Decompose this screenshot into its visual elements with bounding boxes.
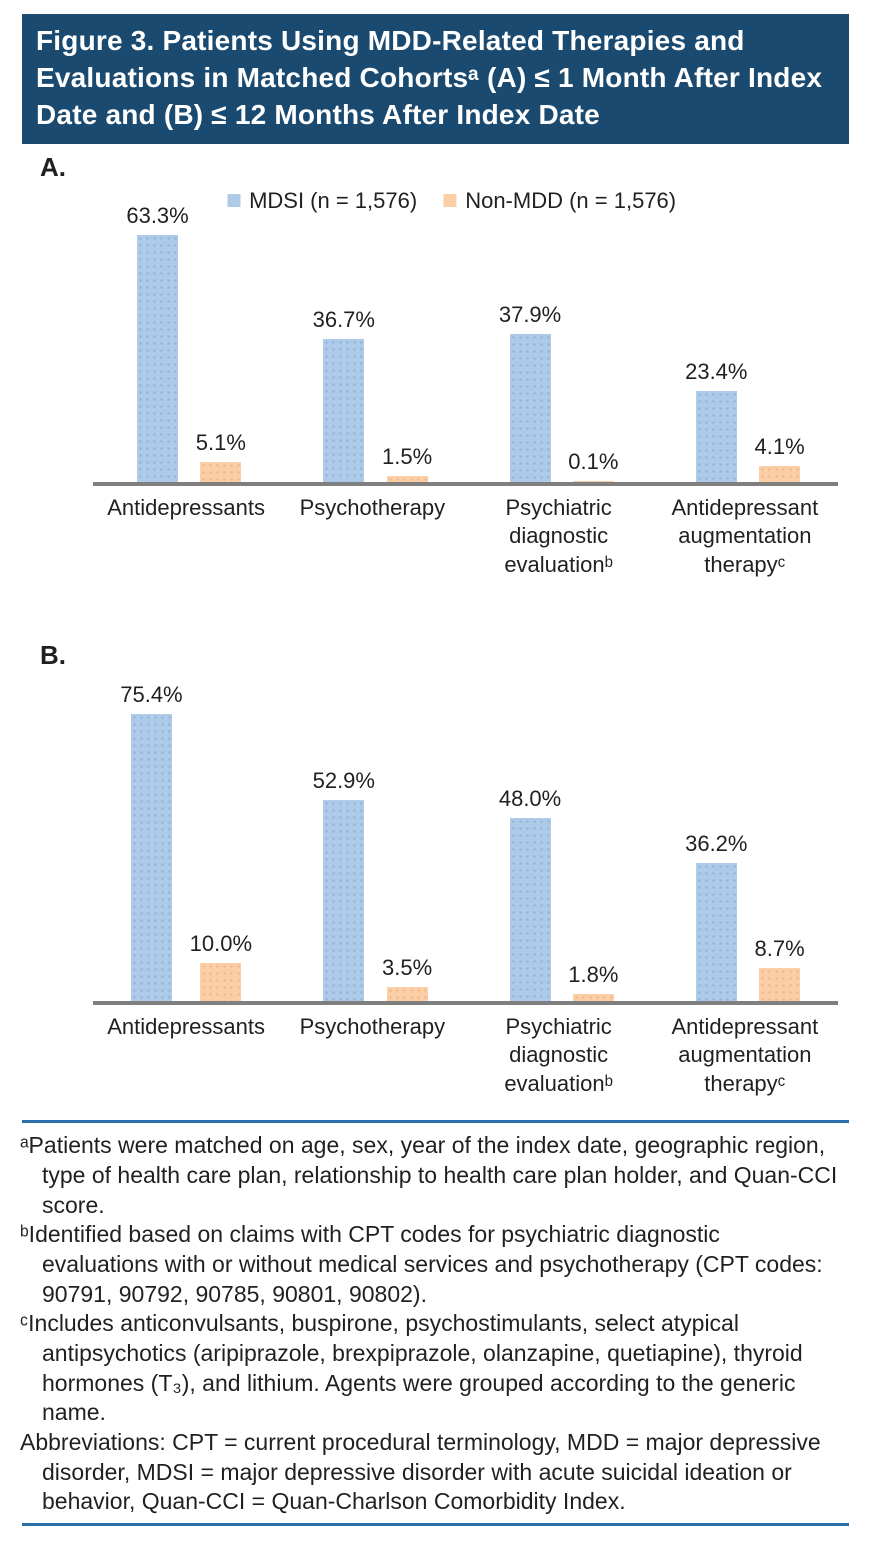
category-labels-a: Antidepressants Psychotherapy Psychiatric … [93, 494, 838, 580]
nonmdd-bar [386, 987, 428, 1001]
legend-label-mdsi: MDSI (n = 1,576) [249, 187, 418, 213]
plot-area-a: 63.3% 5.1% 36.7% 1.5% 37.9% 0.1% 23.4% 4.1% [93, 194, 838, 482]
figure-bottom-rule [22, 1522, 849, 1526]
bar-group-antidepressants: 63.3% 5.1% [93, 203, 279, 482]
panel-b-header: B. [33, 638, 838, 676]
bar-value-label: 23.4% [685, 358, 748, 384]
mdsi-bar [323, 799, 365, 1001]
nonmdd-bar-column: 0.1% [568, 449, 618, 482]
category-label-psychiatric-diagnostic-evaluation: Psychiatric diagnostic evaluationᵇ [504, 1013, 613, 1096]
category-label-antidepressant-augmentation-therapy: Antidepressant augmentation therapyᶜ [671, 1013, 819, 1096]
bar-group-antidepressant-augmentation-therapy: 23.4% 4.1% [652, 359, 838, 482]
bar-value-label: 36.7% [312, 306, 375, 332]
footnote-top-rule [22, 1120, 849, 1124]
mdsi-bar-column: 75.4% [120, 682, 183, 1001]
mdsi-bar-column: 63.3% [126, 203, 189, 482]
bar-group-psychotherapy: 52.9% 3.5% [279, 768, 465, 1001]
bar-value-label: 8.7% [754, 935, 805, 961]
mdsi-bar [695, 863, 737, 1001]
legend-item-nonmdd: Non-MDD (n = 1,576) [443, 188, 676, 214]
bar-value-label: 75.4% [120, 682, 183, 708]
nonmdd-bar-column: 4.1% [754, 433, 805, 482]
mdsi-bar [130, 714, 172, 1001]
bar-value-label: 48.0% [498, 786, 562, 812]
chart-legend: MDSI (n = 1,576) Non-MDD (n = 1,576) [227, 188, 676, 214]
panel-a-label: A. [40, 151, 66, 182]
mdsi-bar [509, 334, 551, 482]
x-axis-b [93, 1000, 838, 1005]
bar-value-label: 37.9% [498, 302, 562, 328]
bar-group-psychiatric-diagnostic-evaluation: 48.0% 1.8% [466, 786, 652, 1001]
category-label-psychotherapy: Psychotherapy [299, 494, 446, 520]
mdsi-bar [695, 390, 737, 482]
footnote-1: ᵃPatients were matched on age, sex, year… [20, 1132, 838, 1218]
panel-a-header: A. MDSI (n = 1,576) Non-MDD (n = 1,576) [33, 144, 838, 213]
footnotes: ᵃPatients were matched on age, sex, year… [20, 1131, 841, 1517]
category-label-antidepressants: Antidepressants [107, 494, 265, 520]
mdsi-bar [509, 818, 551, 1001]
bar-value-label: 63.3% [126, 203, 189, 228]
footnote-2: ᵇIdentified based on claims with CPT cod… [20, 1221, 823, 1307]
panel-b-label: B. [40, 639, 66, 670]
nonmdd-bar [759, 465, 801, 482]
mdsi-bar [137, 235, 179, 482]
mdsi-bar-column: 23.4% [685, 359, 747, 482]
nonmdd-bar-column: 1.5% [382, 444, 432, 482]
bar-value-label: 1.8% [568, 961, 619, 987]
category-labels-b: Antidepressants Psychotherapy Psychiatric … [93, 1013, 838, 1099]
bar-value-label: 4.1% [754, 433, 805, 459]
bar-group-antidepressants: 75.4% 10.0% [93, 682, 279, 1001]
nonmdd-bar [386, 476, 428, 482]
nonmdd-bar [200, 962, 242, 1001]
panel-b: B. 75.4% 10.0% 52.9% 3.5% 48.0% 1.8% 36.2% 8.7%… [33, 638, 838, 1099]
bar-value-label: 5.1% [195, 429, 246, 455]
nonmdd-bar-column: 8.7% [754, 935, 805, 1001]
nonmdd-bar [759, 967, 801, 1001]
bar-group-psychiatric-diagnostic-evaluation: 37.9% 0.1% [466, 302, 652, 482]
category-label-antidepressants: Antidepressants [107, 1013, 265, 1039]
figure-title: Figure 3. Patients Using MDD-Related The… [22, 14, 849, 144]
bar-value-label: 3.5% [381, 955, 433, 981]
nonmdd-bar [200, 461, 242, 482]
nonmdd-bar-column: 1.8% [568, 962, 618, 1001]
panel-a: A. MDSI (n = 1,576) Non-MDD (n = 1,576) … [33, 144, 838, 580]
figure-3-page: Figure 3. Patients Using MDD-Related The… [0, 14, 871, 1550]
category-label-psychiatric-diagnostic-evaluation: Psychiatric diagnostic evaluationᵇ [504, 494, 613, 578]
legend-label-nonmdd: Non-MDD (n = 1,576) [465, 187, 677, 213]
legend-item-mdsi: MDSI (n = 1,576) [227, 188, 417, 214]
bar-group-antidepressant-augmentation-therapy: 36.2% 8.7% [652, 831, 838, 1001]
mdsi-bar-column: 52.9% [313, 768, 375, 1001]
mdsi-bar-column: 48.0% [498, 786, 562, 1001]
bar-value-label: 36.2% [685, 831, 748, 857]
x-axis-a [93, 481, 838, 486]
nonmdd-bar-column: 10.0% [190, 931, 252, 1001]
mdsi-swatch-icon [227, 194, 241, 208]
footnote-4: Abbreviations: CPT = current procedural … [20, 1428, 821, 1515]
bar-value-label: 10.0% [189, 930, 253, 956]
category-label-antidepressant-augmentation-therapy: Antidepressant augmentation therapyᶜ [671, 494, 819, 578]
bar-group-psychotherapy: 36.7% 1.5% [279, 307, 465, 482]
nonmdd-swatch-icon [443, 194, 457, 208]
mdsi-bar-column: 36.7% [313, 307, 375, 482]
bar-value-label: 1.5% [381, 444, 433, 470]
bar-value-label: 52.9% [312, 767, 375, 793]
nonmdd-bar [572, 481, 614, 482]
mdsi-bar [323, 338, 365, 482]
category-label-psychotherapy: Psychotherapy [299, 1013, 446, 1039]
footnote-3: ᶜIncludes anticonvulsants, buspirone, ps… [20, 1310, 803, 1426]
nonmdd-bar-column: 3.5% [381, 955, 433, 1001]
nonmdd-bar-column: 5.1% [196, 430, 246, 482]
nonmdd-bar [572, 993, 614, 1001]
mdsi-bar-column: 37.9% [499, 302, 561, 482]
mdsi-bar-column: 36.2% [685, 831, 747, 1001]
plot-area-b: 75.4% 10.0% 52.9% 3.5% 48.0% 1.8% 36.2% 8.7% [93, 676, 838, 1001]
bar-value-label: 0.1% [568, 449, 619, 475]
